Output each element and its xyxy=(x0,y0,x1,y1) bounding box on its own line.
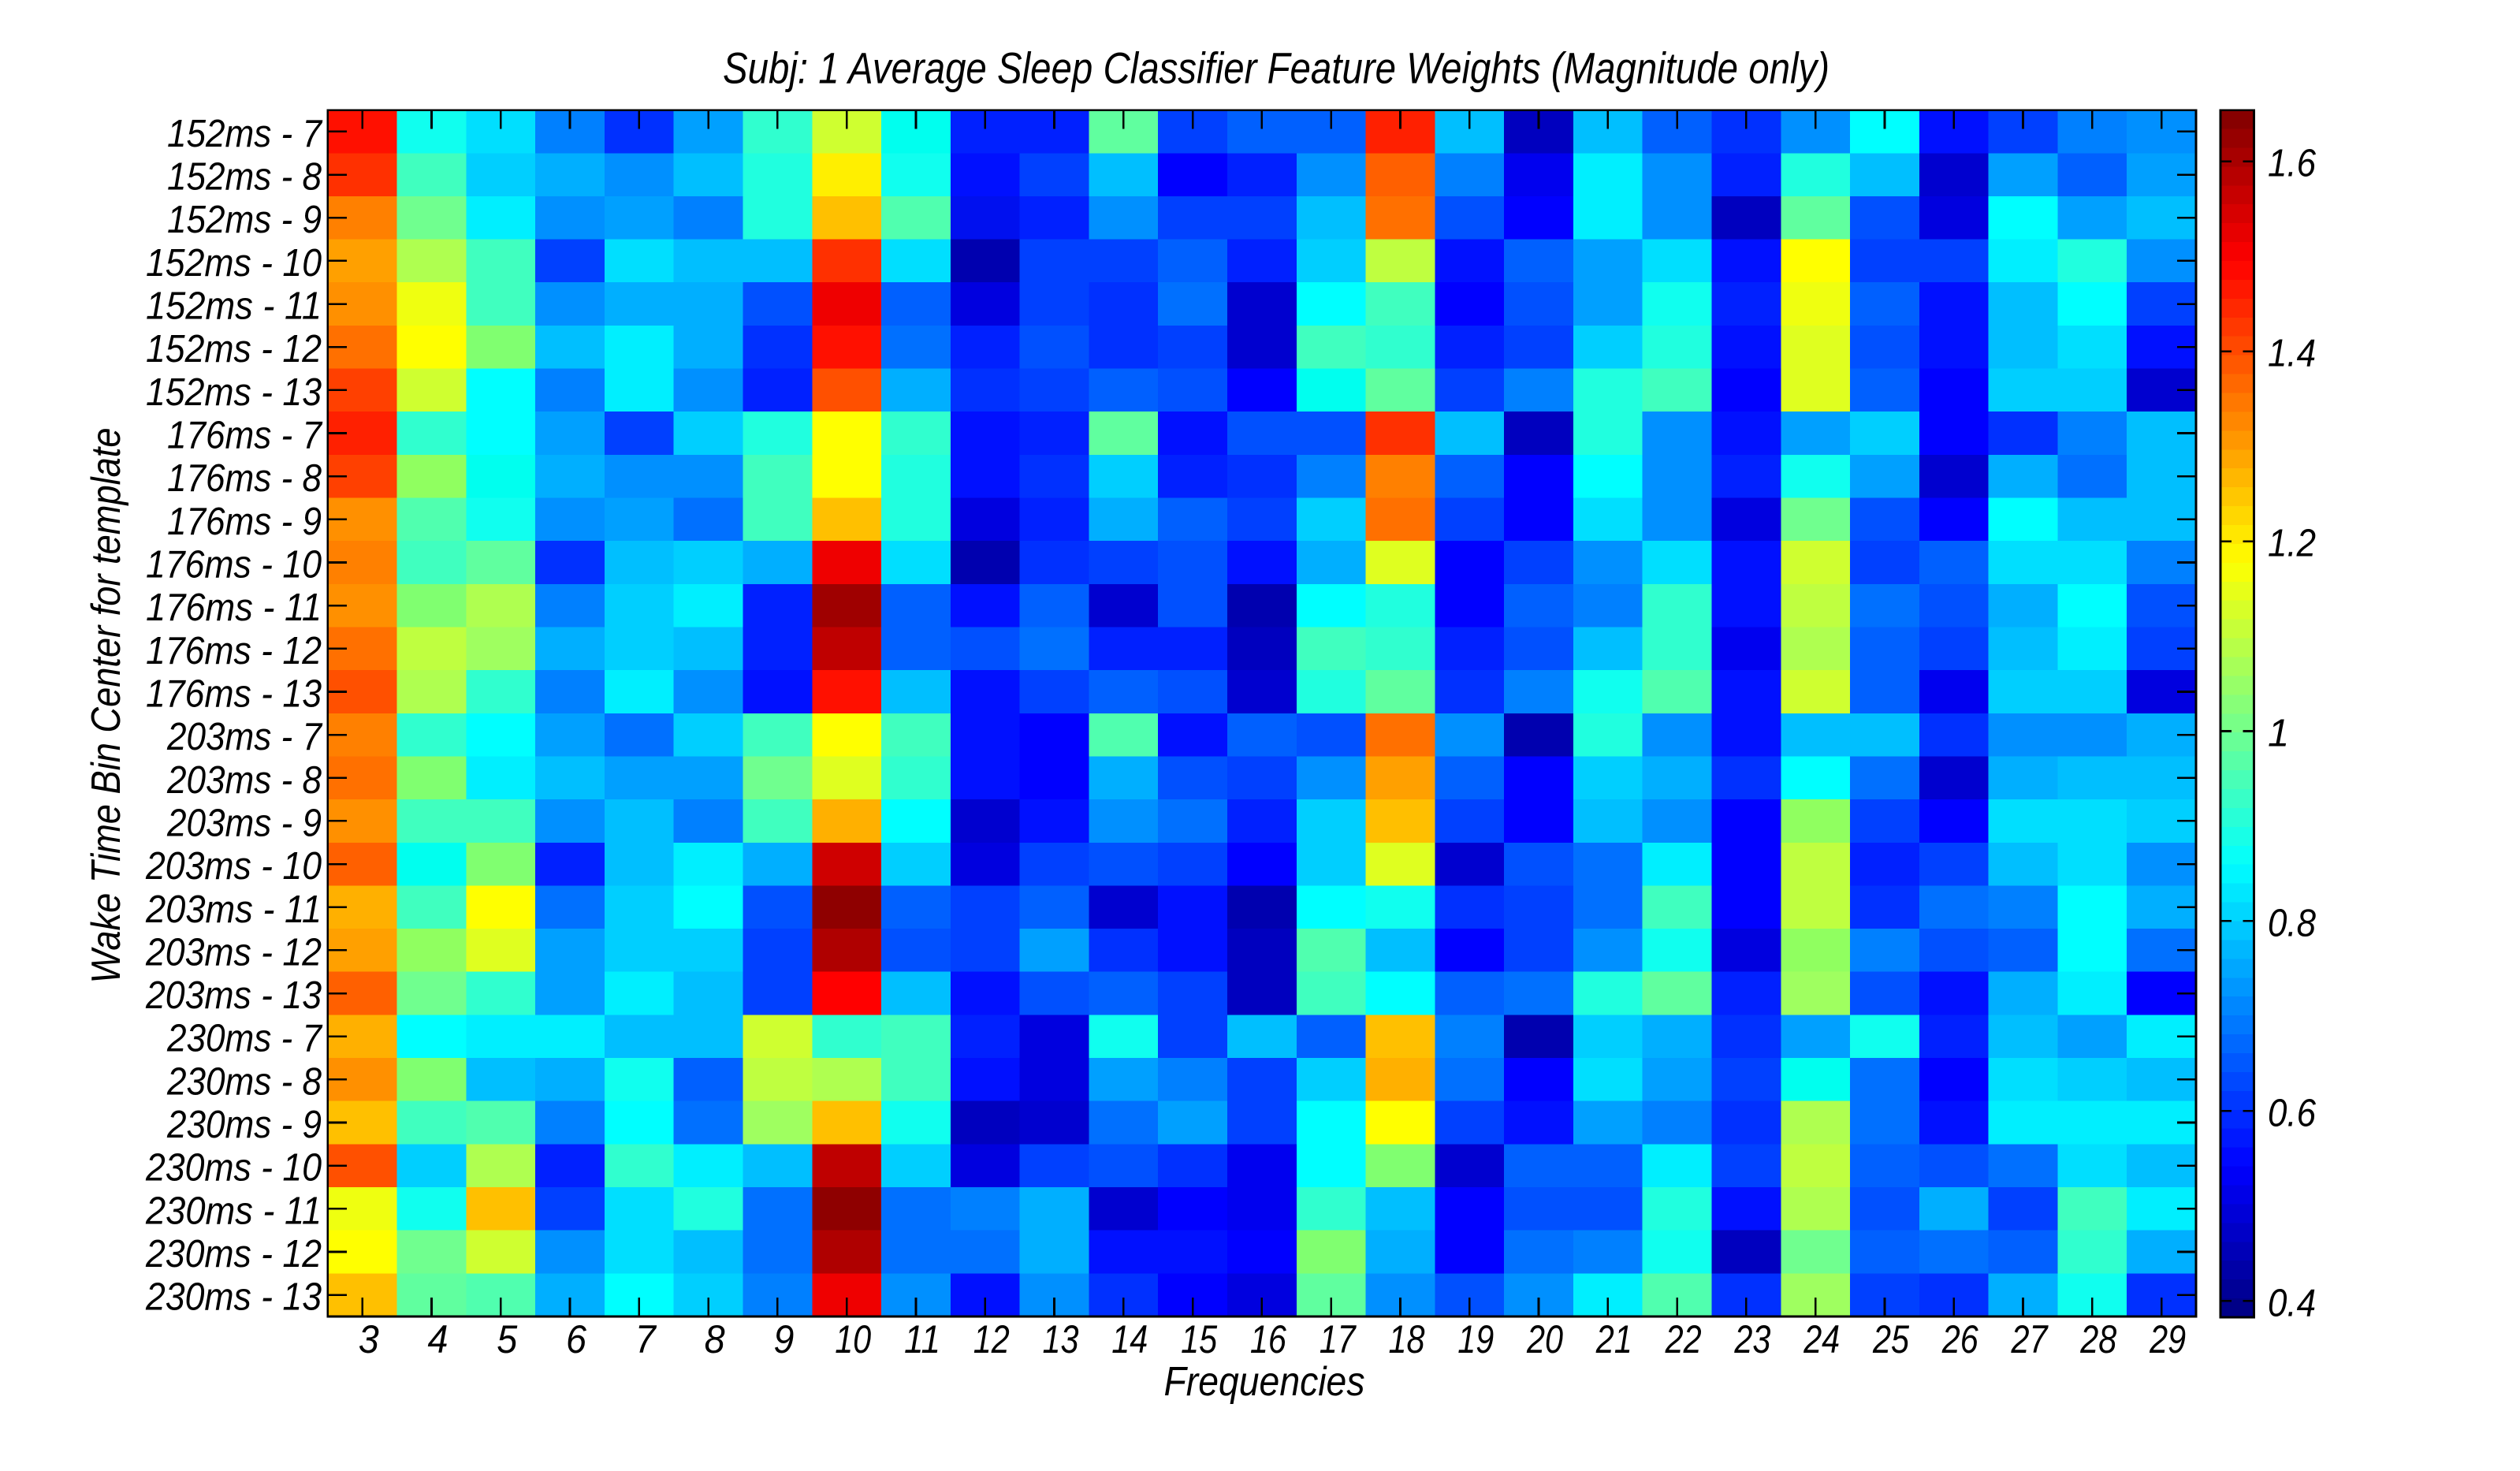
svg-text:8: 8 xyxy=(705,1317,725,1361)
svg-text:176ms - 9: 176ms - 9 xyxy=(167,501,322,543)
svg-text:25: 25 xyxy=(1872,1317,1909,1361)
svg-text:24: 24 xyxy=(1803,1317,1840,1361)
svg-text:6: 6 xyxy=(566,1317,586,1361)
svg-text:176ms - 13: 176ms - 13 xyxy=(146,673,322,716)
svg-text:152ms - 11: 152ms - 11 xyxy=(146,285,322,328)
svg-text:0.4: 0.4 xyxy=(2268,1282,2316,1324)
svg-text:203ms - 10: 203ms - 10 xyxy=(145,845,322,888)
svg-text:17: 17 xyxy=(1320,1317,1357,1361)
svg-text:0.8: 0.8 xyxy=(2268,902,2316,944)
svg-text:26: 26 xyxy=(1941,1317,1978,1361)
svg-text:21: 21 xyxy=(1595,1317,1632,1361)
svg-text:9: 9 xyxy=(773,1317,794,1361)
svg-text:230ms - 13: 230ms - 13 xyxy=(145,1276,322,1319)
svg-text:Frequencies: Frequencies xyxy=(1164,1359,1365,1405)
svg-text:152ms - 10: 152ms - 10 xyxy=(146,242,322,285)
svg-text:12: 12 xyxy=(973,1317,1010,1361)
svg-text:13: 13 xyxy=(1043,1317,1079,1361)
svg-text:4: 4 xyxy=(428,1317,449,1361)
svg-text:7: 7 xyxy=(635,1317,657,1361)
svg-text:15: 15 xyxy=(1181,1317,1217,1361)
svg-text:203ms - 11: 203ms - 11 xyxy=(145,888,322,931)
svg-text:176ms - 7: 176ms - 7 xyxy=(167,415,323,457)
svg-text:1.4: 1.4 xyxy=(2268,333,2316,375)
svg-text:203ms - 13: 203ms - 13 xyxy=(145,974,322,1017)
svg-text:3: 3 xyxy=(359,1317,379,1361)
svg-text:22: 22 xyxy=(1665,1317,1702,1361)
svg-text:19: 19 xyxy=(1457,1317,1494,1361)
svg-text:230ms - 10: 230ms - 10 xyxy=(145,1147,322,1190)
svg-text:0.6: 0.6 xyxy=(2268,1092,2317,1134)
svg-text:203ms - 9: 203ms - 9 xyxy=(166,802,322,844)
svg-text:203ms - 7: 203ms - 7 xyxy=(166,716,322,758)
svg-text:176ms - 11: 176ms - 11 xyxy=(146,587,322,629)
svg-text:Wake Time Bin Center for templ: Wake Time Bin Center for template xyxy=(84,428,129,984)
svg-text:1.2: 1.2 xyxy=(2268,523,2316,565)
svg-text:27: 27 xyxy=(2011,1317,2049,1361)
svg-text:152ms - 12: 152ms - 12 xyxy=(146,328,322,371)
svg-text:230ms - 9: 230ms - 9 xyxy=(166,1104,322,1146)
svg-text:Subj: 1 Average Sleep Classifi: Subj: 1 Average Sleep Classifier Feature… xyxy=(723,43,1830,93)
svg-text:203ms - 12: 203ms - 12 xyxy=(145,931,322,974)
svg-text:20: 20 xyxy=(1526,1317,1563,1361)
svg-text:176ms - 10: 176ms - 10 xyxy=(146,544,322,587)
svg-text:152ms - 8: 152ms - 8 xyxy=(167,156,322,199)
svg-text:29: 29 xyxy=(2149,1317,2186,1361)
svg-text:176ms - 12: 176ms - 12 xyxy=(146,630,322,672)
svg-text:203ms - 8: 203ms - 8 xyxy=(166,759,322,802)
svg-text:152ms - 7: 152ms - 7 xyxy=(167,113,323,155)
svg-text:230ms - 12: 230ms - 12 xyxy=(145,1233,322,1275)
svg-text:1: 1 xyxy=(2268,713,2289,755)
svg-text:152ms - 9: 152ms - 9 xyxy=(167,199,322,241)
svg-text:1.6: 1.6 xyxy=(2268,143,2317,185)
svg-text:230ms - 8: 230ms - 8 xyxy=(166,1060,322,1103)
svg-text:11: 11 xyxy=(904,1317,940,1361)
svg-text:230ms - 7: 230ms - 7 xyxy=(166,1018,322,1060)
svg-text:230ms - 11: 230ms - 11 xyxy=(145,1190,322,1232)
svg-text:176ms - 8: 176ms - 8 xyxy=(167,457,322,500)
svg-text:23: 23 xyxy=(1734,1317,1771,1361)
svg-text:16: 16 xyxy=(1250,1317,1286,1361)
svg-text:5: 5 xyxy=(497,1317,517,1361)
svg-text:10: 10 xyxy=(835,1317,871,1361)
svg-text:18: 18 xyxy=(1389,1317,1425,1361)
svg-text:14: 14 xyxy=(1111,1317,1148,1361)
svg-text:28: 28 xyxy=(2079,1317,2116,1361)
svg-text:152ms - 13: 152ms - 13 xyxy=(146,371,322,414)
